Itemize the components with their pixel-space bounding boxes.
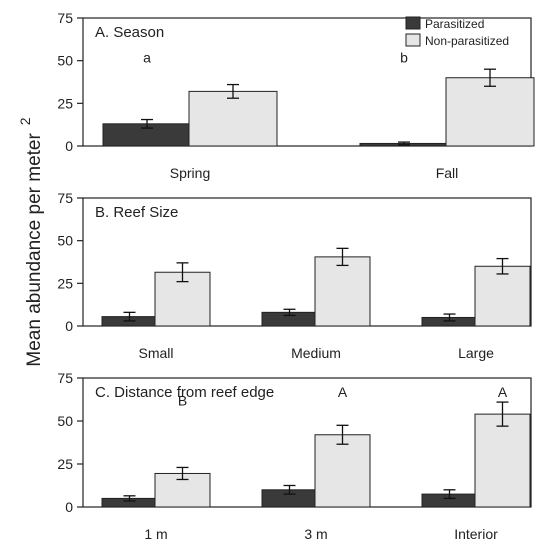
bar xyxy=(474,413,531,508)
legend-label: Parasitized xyxy=(425,17,484,31)
bar xyxy=(314,434,371,508)
y-tick-label: 75 xyxy=(57,190,73,206)
y-axis-label: Mean abundance per meter 2 xyxy=(17,117,45,366)
significance-label: A xyxy=(338,384,348,400)
y-tick-label: 75 xyxy=(57,10,73,26)
significance-label: A xyxy=(498,384,508,400)
x-tick-label: Spring xyxy=(170,165,210,181)
y-tick-label: 25 xyxy=(57,275,73,291)
legend-swatch xyxy=(405,33,421,47)
significance-label: b xyxy=(400,49,408,65)
panel-title: B. Reef Size xyxy=(95,204,178,221)
legend-label: Non-parasitized xyxy=(425,34,509,48)
legend: Parasitized Non-parasitized xyxy=(405,16,509,48)
y-axis-label-superscript: 2 xyxy=(17,117,33,125)
panel-title: C. Distance from reef edge xyxy=(95,384,274,401)
x-tick-label: Small xyxy=(138,345,173,361)
y-tick-label: 0 xyxy=(65,138,73,154)
x-tick-label: Medium xyxy=(291,345,341,361)
bar xyxy=(314,256,371,327)
panel-title: A. Season xyxy=(95,24,164,41)
y-tick-label: 0 xyxy=(65,499,73,515)
panel-2: 0 25 50 75 B. Reef Size Small Medium Large xyxy=(57,190,532,361)
bar xyxy=(445,77,535,147)
significance-label: B xyxy=(178,392,187,408)
legend-swatch xyxy=(405,16,421,30)
x-tick-label: 1 m xyxy=(144,526,167,542)
panels: 0 25 50 75 A. Season Spring Fall a b 0 25 50 75 B. Re… xyxy=(57,10,535,542)
panel-3: 0 25 50 75 C. Distance from reef edge 1 m 3 m I… xyxy=(57,370,532,542)
y-tick-label: 50 xyxy=(57,413,73,429)
y-tick-label: 50 xyxy=(57,233,73,249)
y-tick-label: 0 xyxy=(65,318,73,334)
y-tick-label: 25 xyxy=(57,456,73,472)
y-tick-label: 50 xyxy=(57,53,73,69)
significance-label: a xyxy=(143,49,151,65)
bar xyxy=(474,265,531,327)
y-tick-label: 75 xyxy=(57,370,73,386)
y-tick-label: 25 xyxy=(57,95,73,111)
y-axis-label-text: Mean abundance per meter xyxy=(24,133,45,367)
x-tick-label: 3 m xyxy=(304,526,327,542)
x-tick-label: Interior xyxy=(454,526,498,542)
bar xyxy=(188,90,278,147)
panel-1: 0 25 50 75 A. Season Spring Fall a b xyxy=(57,10,535,181)
x-tick-label: Fall xyxy=(436,165,459,181)
x-tick-label: Large xyxy=(458,345,494,361)
